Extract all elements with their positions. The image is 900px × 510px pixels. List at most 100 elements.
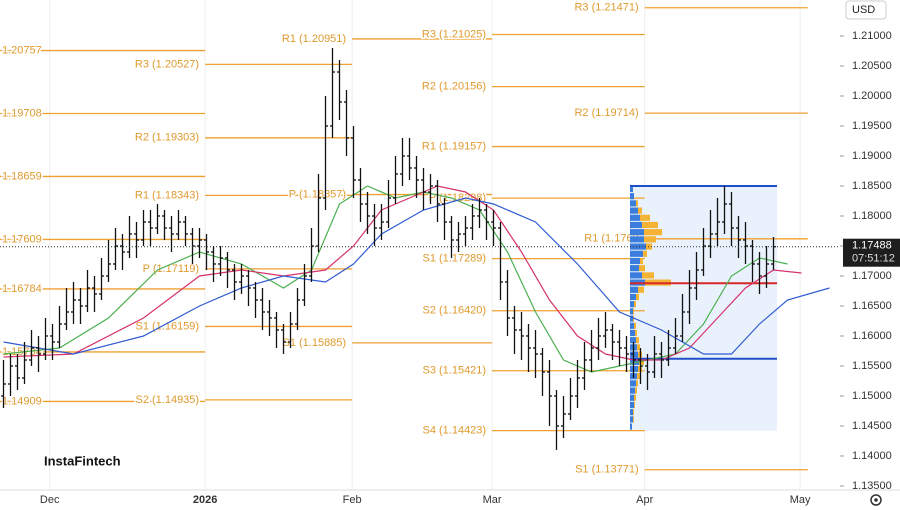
profile-bar [630,416,633,423]
profile-bar [630,265,639,272]
y-tick-label: 1.16000 [852,330,892,342]
y-tick-label: 1.18000 [852,210,892,222]
profile-bar [633,409,634,416]
currency: USD [852,4,875,16]
last-price-box [843,238,900,267]
profile-bar [630,358,639,365]
y-tick-label: 1.20000 [852,90,892,102]
profile-bar [635,387,637,394]
profile-bar [630,315,633,322]
profile-bar [630,301,634,308]
profile-bar [630,243,646,250]
profile-bar [630,257,640,265]
profile-bar [634,394,636,401]
pivot-label: 1.16784 [2,283,42,295]
profile-bar [636,200,638,207]
profile-bar [630,322,634,329]
profile-bar [636,293,639,301]
profile-bar [638,207,642,214]
profile-bar [630,409,633,416]
y-tick-label: 1.16500 [852,300,892,312]
profile-bar [630,193,634,200]
currency-box[interactable] [845,0,887,20]
profile-bar [634,322,636,329]
profile-bar [630,236,644,243]
profile-bar [643,250,647,257]
pivot-label: S4 (1.14423) [422,425,486,437]
pivot-label: R3 (1.20527) [135,58,199,70]
profile-bar [636,337,639,344]
pivot-label: S2 (1.16420) [422,305,486,317]
y-tick-label: 1.21000 [852,30,892,42]
profile-bar [630,293,636,301]
moving-average [3,197,830,355]
profile-bar [644,229,662,236]
plot-area: 1.207571.197081.186591.176091.167841.157… [0,0,830,490]
pivot-label: 1.17609 [2,233,42,245]
y-tick-label: 1.15000 [852,390,892,402]
pivot-label: R1 (1.20951) [282,33,346,45]
y-tick-label: 1.18500 [852,180,892,192]
y-tick-label: 1.17000 [852,270,892,282]
profile-bar [630,329,635,337]
profile-bar [634,401,635,409]
pivot-label: S1 (1.15885) [282,337,346,349]
profile-bar [639,265,645,272]
y-tick-label: 1.14000 [852,450,892,462]
profile-bar [630,207,638,214]
pivot-label: 1.19708 [2,107,42,119]
profile-bar [637,373,640,380]
profile-bar [630,380,636,387]
profile-bar [644,236,656,243]
profile-bar [630,221,642,229]
x-tick-label: Apr [636,494,653,506]
profile-bar [642,221,658,229]
profile-bar [638,286,644,293]
pivot-label: S1 (1.17289) [422,253,486,265]
pivot-label: R3 (1.21471) [574,2,638,14]
profile-bar [630,200,636,207]
profile-bar [630,214,640,221]
pivot-label: R3 (1.21025) [422,28,486,40]
x-tick-label: 2026 [193,494,217,506]
pivot-label: 1.20757 [2,44,42,56]
profile-bar [642,272,654,279]
profile-bar [630,308,633,315]
y-tick-label: 1.13500 [852,480,892,492]
pivot-label: P (1.18357) [289,188,346,200]
countdown: 07:51:12 [852,253,895,265]
profile-bar [634,301,636,308]
pivot-label: 1.14909 [2,395,42,407]
x-tick-label: May [790,494,811,506]
profile-bar [630,401,634,409]
pivot-label: S2 (1.14935) [135,394,199,406]
y-tick-label: 1.20500 [852,60,892,72]
pivot-label: P (1.18298) [429,192,486,204]
settings-icon[interactable] [870,494,882,506]
profile-bar [636,380,638,387]
profile-bar [640,214,650,221]
profile-bar [630,185,633,193]
profile-bar [635,329,637,337]
profile-bar [630,286,638,293]
pivot-label: 1.18659 [2,170,42,182]
pivot-label: R1 (1.1762 [584,233,638,245]
profile-bar [637,344,640,351]
pivot-label: S3 (1.15421) [422,365,486,377]
x-tick-label: Feb [343,494,362,506]
pivot-label: P (1.17119) [143,263,199,275]
watermark: InstaFintech [44,453,121,468]
pivot-label: R2 (1.19303) [135,132,199,144]
profile-bar [633,308,634,315]
pivot-label: S1 (1.16159) [135,320,199,332]
profile-bar [630,387,635,394]
pivot-label: S1 (1.13771) [575,464,639,476]
profile-bar [640,257,643,265]
profile-bar [633,416,634,423]
pivot-label: R2 (1.20156) [422,81,486,93]
y-tick-label: 1.19500 [852,120,892,132]
profile-bar [630,272,642,279]
y-tick-label: 1.19000 [852,150,892,162]
x-tick-label: Dec [40,494,60,506]
